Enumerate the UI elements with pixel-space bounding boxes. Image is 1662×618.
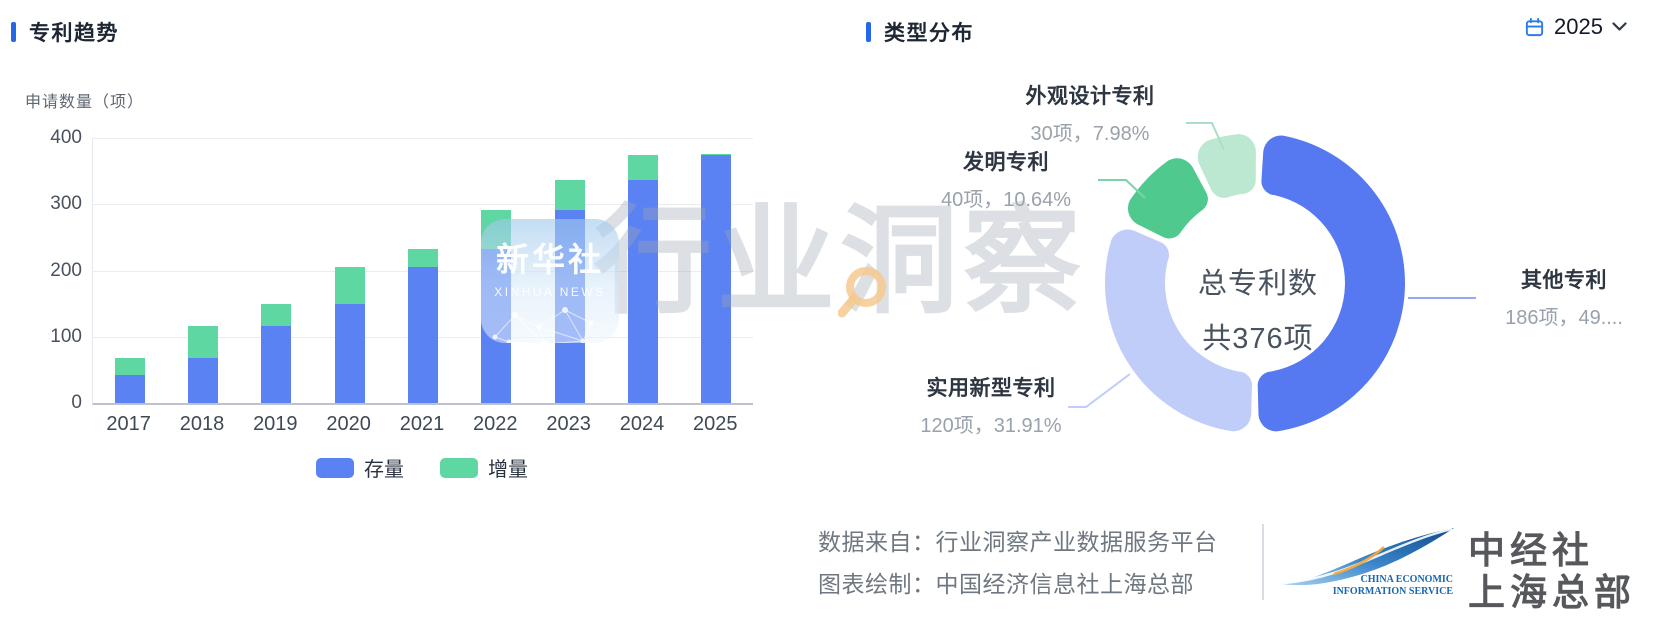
- bar-segment-stock: [701, 155, 732, 403]
- bar-2025: [701, 153, 732, 403]
- chart-credit-line: 图表绘制：中国经济信息社上海总部: [818, 571, 1194, 597]
- bar-segment-increment: [114, 357, 145, 376]
- org-name-line2: 上海总部: [1468, 572, 1636, 613]
- legend-item-存量[interactable]: 存量: [316, 453, 404, 482]
- bar-2020: [334, 267, 365, 403]
- year-value: 2025: [1554, 14, 1603, 39]
- bar-segment-stock: [407, 267, 438, 403]
- left-panel-title: 专利趋势: [11, 17, 119, 47]
- leader-design: [1186, 122, 1225, 151]
- bar-slot: [606, 138, 679, 403]
- title-accent-bar: [866, 22, 871, 42]
- bar-segment-increment: [261, 303, 292, 326]
- ceis-en-line2: INFORMATION SERVICE: [1333, 586, 1454, 597]
- donut-slice-外观设计专利: [1197, 133, 1256, 198]
- bar-slot: [313, 138, 386, 403]
- calendar-icon: [1525, 17, 1544, 36]
- legend-label: 存量: [364, 459, 404, 481]
- bar-slot: [240, 138, 313, 403]
- y-axis-ticks: 0 100 200 300 400: [22, 127, 86, 413]
- x-tick-label: 2025: [693, 413, 738, 435]
- year-selector[interactable]: 2025: [1524, 14, 1627, 40]
- donut-center-label: 总专利数 共376项: [1197, 268, 1318, 355]
- x-tick-label: 2017: [106, 413, 151, 435]
- bar-2019: [261, 303, 292, 403]
- bar-segment-stock: [114, 375, 145, 403]
- org-name-line1: 中经社: [1468, 530, 1594, 571]
- bar-slot: [680, 138, 753, 403]
- y-tick-label: 100: [50, 325, 82, 347]
- bar-slot: [386, 138, 459, 403]
- bar-segment-stock: [261, 325, 292, 403]
- bar-slot: [166, 138, 239, 403]
- x-tick-label: 2018: [179, 413, 225, 435]
- x-axis-labels: 2017 2018 2019 2020 2021 2022 2023 2024 2025: [92, 413, 752, 436]
- right-panel-title: 类型分布: [866, 17, 974, 47]
- x-tick-label: 2021: [399, 413, 445, 435]
- bar-segment-increment: [554, 179, 585, 210]
- slice-label-other: 其他专利 186项，49....: [1505, 269, 1623, 329]
- slice-label-invention: 发明专利 40项，10.64%: [940, 151, 1072, 211]
- leader-invention: [1098, 179, 1146, 199]
- bar-2017: [114, 357, 145, 403]
- donut-slice-发明专利: [1127, 158, 1208, 239]
- bar-2021: [407, 249, 438, 403]
- bar-chart-plot-area: [92, 138, 753, 405]
- bar-segment-increment: [701, 153, 732, 156]
- bar-2024: [627, 155, 658, 403]
- x-tick-label: 2024: [619, 413, 665, 435]
- x-tick-label: 2022: [473, 413, 518, 435]
- slice-label-design: 外观设计专利 30项，7.98%: [1025, 85, 1155, 145]
- legend-item-增量[interactable]: 增量: [440, 453, 528, 482]
- leader-utility: [1068, 373, 1131, 408]
- bar-segment-increment: [627, 155, 658, 180]
- bar-segment-increment: [407, 249, 438, 268]
- gridline: [93, 138, 753, 139]
- legend-label: 增量: [488, 459, 528, 481]
- x-tick-label: 2019: [253, 413, 298, 435]
- bar-segment-stock: [187, 357, 218, 403]
- y-tick-label: 300: [50, 193, 82, 215]
- title-accent-bar: [11, 22, 16, 42]
- y-tick-label: 0: [71, 392, 82, 413]
- donut-slice-实用新型专利: [1105, 229, 1253, 432]
- bar-segment-stock: [334, 303, 365, 403]
- x-tick-label: 2020: [326, 413, 371, 435]
- legend-swatch: [440, 457, 478, 478]
- bar-2018: [187, 325, 218, 403]
- bar-slot: [93, 138, 166, 403]
- chevron-down-icon: [1612, 22, 1627, 31]
- data-source-line: 数据来自：行业洞察产业数据服务平台: [818, 529, 1218, 555]
- y-tick-label: 400: [50, 127, 82, 148]
- bar-series: [93, 138, 753, 403]
- donut-slice-其他专利: [1257, 135, 1405, 432]
- x-tick-label: 2023: [546, 413, 591, 435]
- gridline: [93, 204, 753, 206]
- slice-label-utility: 实用新型专利 120项，31.91%: [920, 377, 1062, 437]
- y-tick-label: 200: [50, 259, 82, 281]
- ceis-logo: CHINA ECONOMIC INFORMATION SERVICE: [1282, 527, 1454, 597]
- footer-divider: [1262, 524, 1264, 600]
- bar-segment-stock: [627, 179, 658, 403]
- chart-legend: 存量 增量: [92, 453, 752, 482]
- page-title: 专利趋势: [29, 22, 119, 45]
- y-axis-label: 申请数量（项）: [25, 94, 145, 111]
- legend-swatch: [316, 457, 354, 478]
- donut-chart: [1105, 133, 1405, 432]
- bar-segment-increment: [187, 325, 218, 358]
- ceis-en-line1: CHINA ECONOMIC: [1360, 574, 1453, 585]
- bar-segment-increment: [334, 267, 365, 304]
- right-chart-title: 类型分布: [884, 22, 974, 45]
